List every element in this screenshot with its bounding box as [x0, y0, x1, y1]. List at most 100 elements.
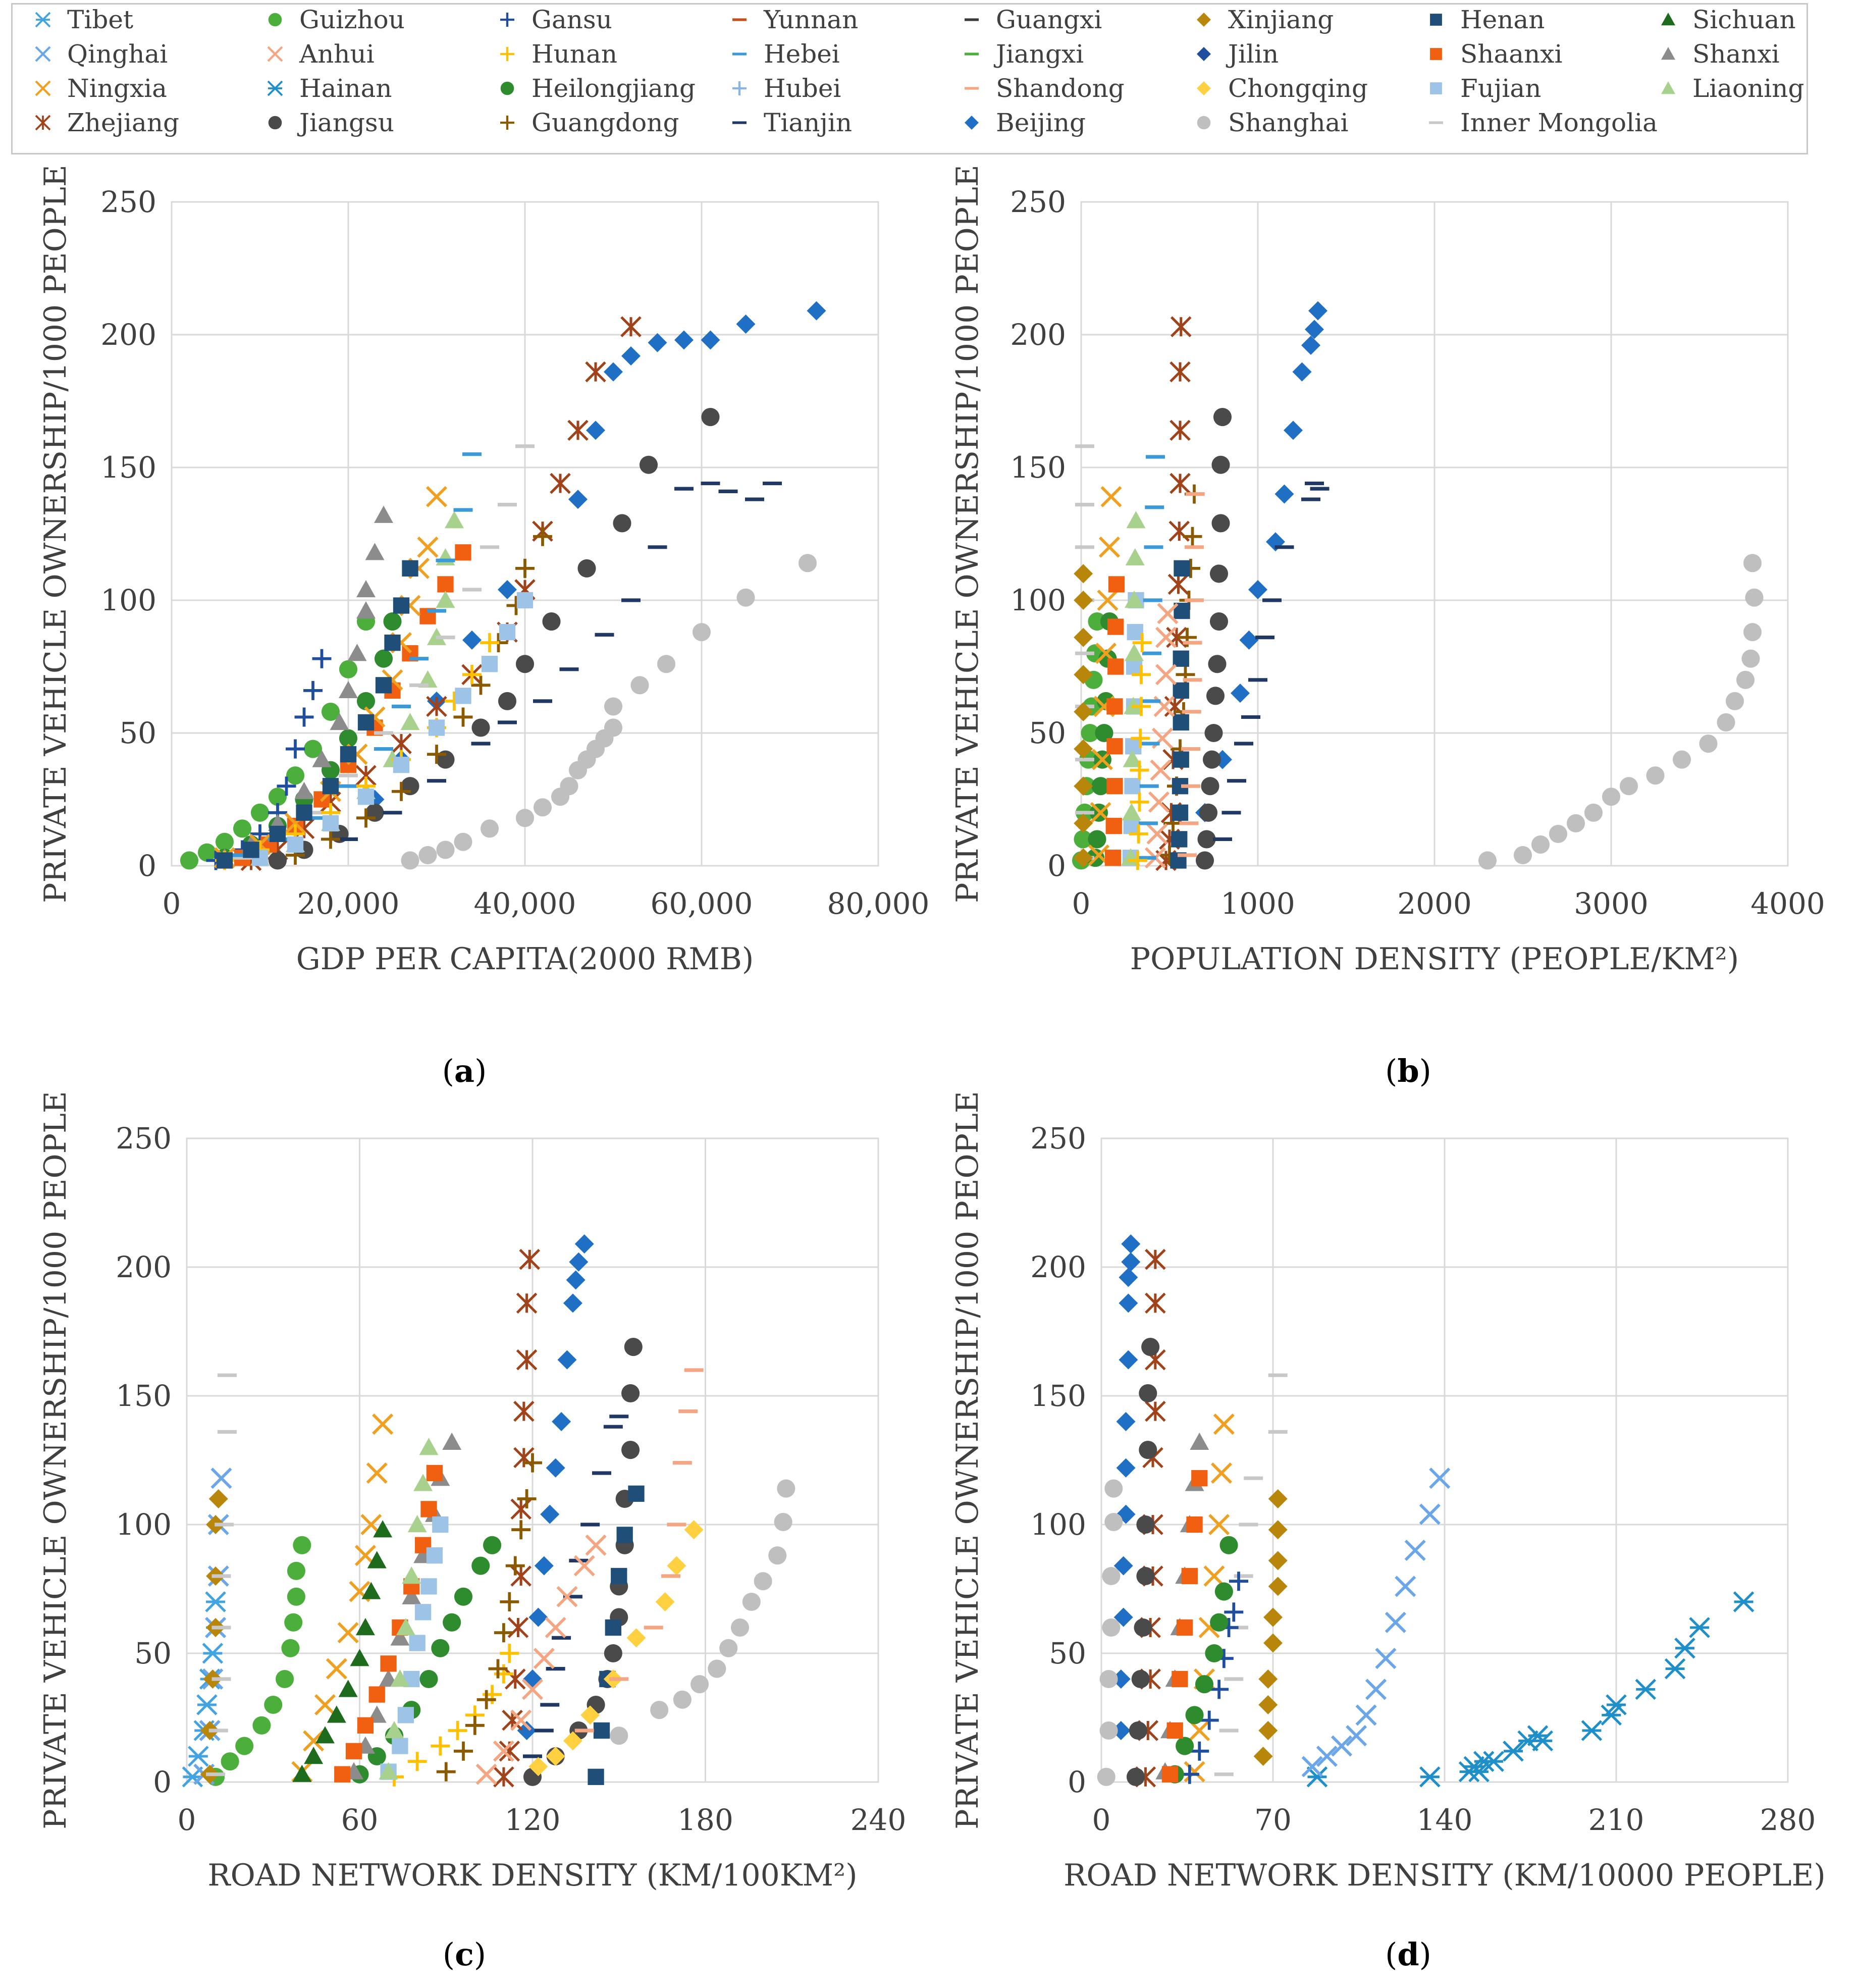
point-jiangsu — [515, 655, 535, 673]
legend-marker-fujian-shape — [1430, 82, 1442, 94]
point-beijing — [1308, 301, 1327, 321]
point-xinjiang — [1268, 1577, 1288, 1596]
legend-marker-shaanxi-shape — [1430, 48, 1442, 60]
legend-marker-jiangsu — [268, 116, 282, 130]
y-tick-label: 50 — [119, 716, 156, 750]
point-shanxi — [374, 505, 393, 523]
point-shanghai — [1646, 766, 1665, 785]
point-ningxia — [1100, 486, 1122, 507]
point-jiangsu — [604, 1644, 622, 1663]
legend-label: Zhejiang — [67, 108, 180, 137]
point-gansu — [1199, 1710, 1219, 1730]
point-ningxia — [314, 1694, 336, 1716]
point-jiangsu — [1197, 830, 1216, 849]
point-guizhou — [233, 819, 252, 838]
x-tick-label: 180 — [677, 1803, 733, 1837]
point-qinghai — [1316, 1745, 1338, 1767]
point-anhui — [1155, 626, 1177, 648]
point-shanghai — [774, 1512, 792, 1531]
point-zhejiang — [516, 1292, 538, 1314]
point-anhui — [573, 1555, 595, 1577]
series-henan — [1170, 560, 1190, 869]
point-qinghai — [1355, 1704, 1377, 1726]
point-shanghai — [742, 1592, 761, 1611]
legend-label: Jilin — [1228, 39, 1279, 69]
point-gansu — [1224, 1602, 1244, 1622]
point-gansu — [277, 776, 296, 796]
point-guizhou — [287, 1561, 305, 1580]
point-zhejiang — [516, 1349, 538, 1371]
point-beijing — [574, 1234, 594, 1254]
point-fujian — [1127, 623, 1143, 641]
point-zhejiang — [519, 1248, 541, 1270]
point-zhejiang — [426, 696, 447, 717]
point-jiangsu — [1134, 1618, 1152, 1637]
point-sichuan — [367, 1551, 387, 1568]
point-guizhou — [264, 1695, 283, 1714]
point-gansu — [1190, 1741, 1209, 1761]
point-xinjiang — [1074, 739, 1093, 759]
point-henan — [605, 1619, 621, 1636]
point-zhejiang — [550, 473, 571, 494]
point-shaanxi — [368, 1686, 385, 1703]
point-guangdong — [515, 558, 535, 578]
legend-label: Fujian — [1460, 74, 1542, 103]
point-hunan — [500, 1644, 519, 1663]
point-jiangsu — [1201, 777, 1219, 796]
y-tick-label: 150 — [1010, 450, 1066, 485]
point-sichuan — [292, 1764, 312, 1782]
point-guizhou — [252, 1716, 271, 1735]
point-beijing — [1113, 1556, 1133, 1576]
point-hunan — [407, 1752, 427, 1771]
point-shanghai — [1619, 777, 1638, 796]
point-zhejiang — [513, 1447, 535, 1469]
point-beijing — [1116, 1504, 1136, 1524]
point-xinjiang — [1074, 776, 1093, 796]
point-shanghai — [673, 1690, 692, 1709]
point-guangdong — [465, 1715, 485, 1735]
legend-marker-qinghai — [35, 46, 51, 62]
point-henan — [243, 842, 259, 858]
legend-item-jiangsu: Jiangsu — [260, 108, 394, 138]
point-shaanxi — [334, 1766, 351, 1783]
x-tick-label: 70 — [1254, 1803, 1292, 1837]
point-fujian — [393, 756, 410, 773]
point-shanghai — [1099, 1669, 1118, 1689]
point-anhui — [545, 1616, 566, 1639]
point-zhejiang — [1145, 1400, 1166, 1422]
legend-label: Liaoning — [1692, 74, 1804, 103]
point-liaoning — [1126, 511, 1146, 529]
point-tibet — [196, 1694, 218, 1715]
point-beijing — [1121, 1252, 1141, 1272]
series-shanghai — [610, 1479, 795, 1745]
point-qinghai — [1331, 1735, 1353, 1757]
legend-label: Tianjin — [764, 108, 853, 137]
legend-marker-jiangsu-shape — [268, 116, 282, 130]
legend-item-shaanxi: Shaanxi — [1421, 39, 1562, 69]
point-hainan — [1468, 1761, 1490, 1783]
legend-marker-sichuan-shape — [1661, 13, 1675, 26]
point-qinghai — [1419, 1503, 1441, 1525]
point-beijing — [604, 362, 623, 382]
point-beijing — [1274, 484, 1294, 504]
legend-label: Shanxi — [1692, 39, 1780, 69]
legend-marker-gansu-shape — [500, 13, 514, 27]
point-shanghai — [454, 832, 472, 851]
point-fujian — [420, 1578, 437, 1595]
series-sichuan — [292, 1520, 393, 1782]
point-hainan — [1306, 1766, 1328, 1788]
point-ningxia — [1189, 1719, 1210, 1742]
y-axis-title: PRIVATE VEHICLE OWNERSHIP/1000 PEOPLE — [38, 165, 73, 903]
point-heilongjiang — [419, 1669, 438, 1689]
point-shanghai — [1725, 692, 1744, 710]
legend-item-hainan: Hainan — [260, 73, 392, 103]
point-shanxi — [339, 681, 358, 699]
legend-label: Inner Mongolia — [1460, 108, 1658, 137]
series-beijing — [1195, 301, 1327, 822]
point-qinghai — [1346, 1725, 1367, 1747]
point-fujian — [397, 1707, 414, 1723]
legend-marker-tianjin — [732, 121, 747, 124]
point-hainan — [1733, 1591, 1755, 1612]
point-heilongjiang — [383, 612, 402, 631]
point-shanghai — [1478, 851, 1497, 870]
